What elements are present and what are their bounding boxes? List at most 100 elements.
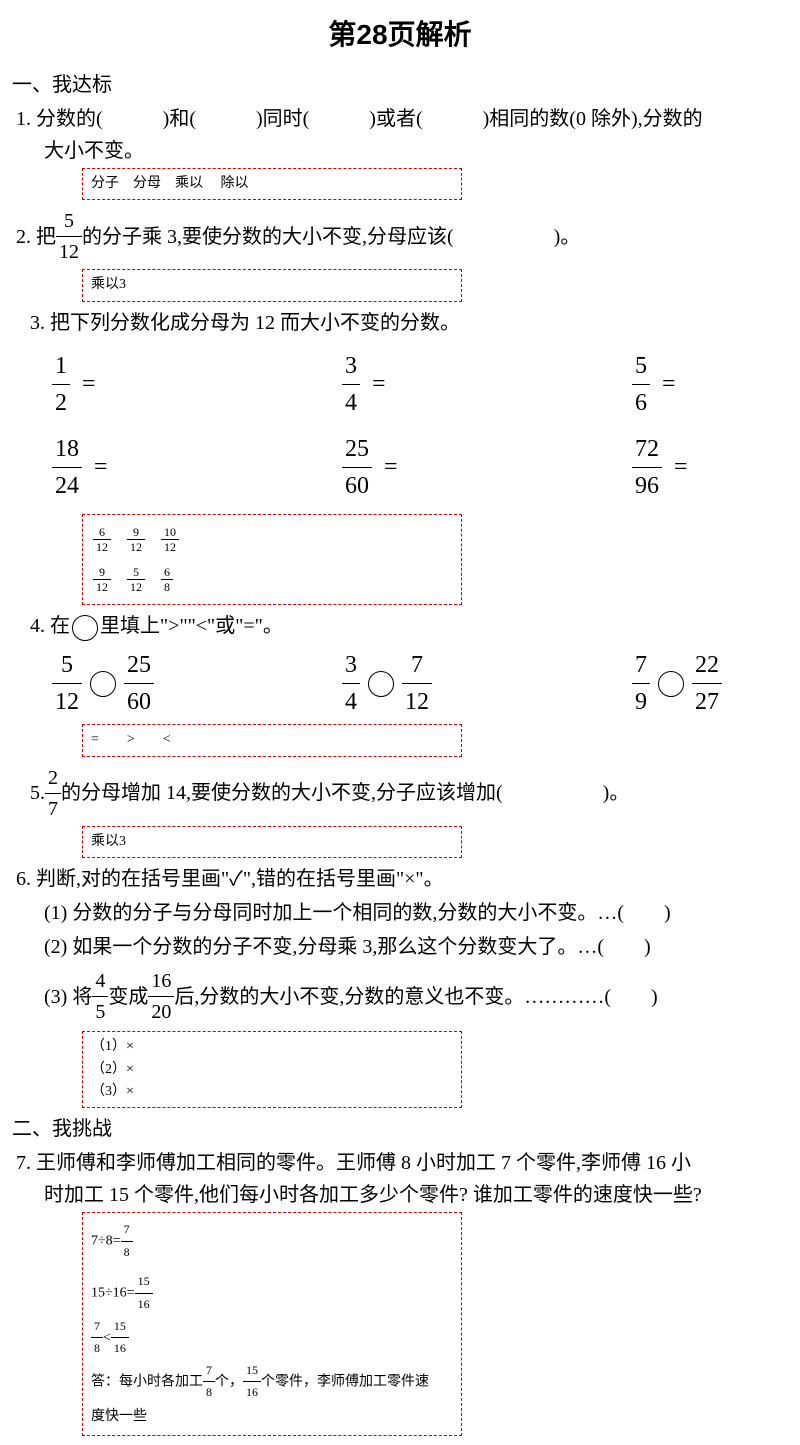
fraction: 1620	[148, 966, 174, 1027]
q6-sub-3: (3) 将 45 变成 1620 后,分数的大小不变,分数的意义也不变。……………	[44, 966, 788, 1027]
q6-sub-1: (1) 分数的分子与分母同时加上一个相同的数,分数的大小不变。…( )	[44, 898, 788, 928]
fraction: 1516	[111, 1316, 129, 1360]
equals-sign: =	[94, 454, 108, 480]
question-2: 2. 把 5 12 的分子乘 3,要使分数的大小不变,分母应该( )。	[16, 206, 788, 267]
fraction-num: 7	[402, 647, 432, 683]
fraction-den: 8	[203, 1381, 215, 1404]
q6-sub-2: (2) 如果一个分数的分子不变,分母乘 3,那么这个分数变大了。…( )	[44, 932, 788, 962]
circle-blank-icon	[368, 671, 394, 697]
answer-2: 乘以3	[82, 269, 462, 301]
fraction-den: 96	[632, 467, 662, 504]
fraction-num: 15	[111, 1316, 129, 1338]
fraction-num: 7	[632, 647, 650, 683]
ans7-text: 个零件，李师傅加工零件速	[261, 1374, 429, 1389]
fraction-num: 2	[45, 763, 61, 793]
fraction-num: 7	[91, 1316, 103, 1338]
fraction-num: 10	[161, 525, 179, 539]
worksheet-content: 一、我达标 1. 分数的( )和( )同时( )或者( )相同的数(0 除外),…	[0, 70, 800, 1436]
fraction-num: 5	[127, 565, 145, 579]
fraction-den: 8	[121, 1241, 133, 1264]
fraction-den: 16	[243, 1381, 261, 1404]
question-7-line2: 时加工 15 个零件,他们每小时各加工多少个零件? 谁加工零件的速度快一些?	[44, 1180, 788, 1210]
fraction-num: 16	[148, 966, 174, 996]
answer-3-grid: 612 912 1012 912 512 68	[91, 519, 195, 601]
q3-eq: 7296 =	[632, 431, 694, 504]
ans7-line: 78<1516	[91, 1316, 453, 1360]
fraction-num: 6	[93, 525, 111, 539]
fraction-num: 9	[93, 565, 111, 579]
fraction: 78	[203, 1360, 215, 1404]
fraction-den: 4	[342, 384, 360, 421]
fraction-den: 8	[91, 1337, 103, 1360]
q3-eq: 2560 =	[342, 431, 632, 504]
equals-sign: =	[372, 371, 386, 397]
q4-pair: 512 2560	[52, 647, 342, 720]
fraction: 34	[342, 348, 360, 421]
ans6-line: （3）×	[91, 1081, 453, 1103]
fraction: 1012	[161, 525, 179, 555]
fraction-den: 9	[632, 683, 650, 720]
fraction-num: 6	[161, 565, 173, 579]
fraction: 78	[121, 1219, 133, 1263]
fraction-num: 15	[135, 1271, 153, 1293]
q3-row-2: 1824 = 2560 = 7296 =	[52, 431, 788, 504]
answer-1: 分子 分母 乘以 除以	[82, 168, 462, 200]
fraction-den: 7	[45, 793, 61, 824]
question-1: 1. 分数的( )和( )同时( )或者( )相同的数(0 除外),分数的	[16, 104, 788, 134]
fraction: 1824	[52, 431, 82, 504]
answer-6: （1）× （2）× （3）×	[82, 1031, 462, 1108]
q3-eq: 34 =	[342, 348, 632, 421]
fraction-num: 7	[121, 1219, 133, 1241]
fraction: 12	[52, 348, 70, 421]
ans7-text: 15÷16=	[91, 1286, 135, 1301]
spacer	[91, 1263, 453, 1271]
page-title: 第28页解析	[0, 0, 800, 66]
fraction-den: 8	[161, 579, 173, 594]
q6-3-c: 后,分数的大小不变,分数的意义也不变。…………( )	[174, 982, 657, 1012]
ans7-line: 7÷8=78	[91, 1219, 453, 1263]
equals-sign: =	[674, 454, 688, 480]
section-1-heading: 一、我达标	[12, 70, 788, 100]
fraction: 512	[127, 565, 145, 595]
fraction-den: 60	[124, 683, 154, 720]
fraction-den: 5	[92, 996, 108, 1027]
fraction-den: 12	[161, 539, 179, 554]
q2-text-b: 的分子乘 3,要使分数的大小不变,分母应该( )。	[82, 222, 580, 252]
answer-5: 乘以3	[82, 826, 462, 858]
fraction-num: 9	[127, 525, 145, 539]
q4-pair: 79 2227	[632, 647, 722, 720]
question-5: 5. 2 7 的分母增加 14,要使分数的大小不变,分子应该增加( )。	[30, 763, 788, 824]
fraction-den: 16	[111, 1337, 129, 1360]
equals-sign: =	[82, 371, 96, 397]
answer-7: 7÷8=78 15÷16=1516 78<1516 答：每小时各加工78个，15…	[82, 1212, 462, 1436]
circle-blank-icon	[90, 671, 116, 697]
fraction-den: 2	[52, 384, 70, 421]
ans6-line: （1）×	[91, 1036, 453, 1058]
fraction: 45	[92, 966, 108, 1027]
fraction-den: 12	[402, 683, 432, 720]
q4-row: 512 2560 34 712 79 2227	[52, 647, 788, 720]
fraction: 512	[52, 647, 82, 720]
fraction: 912	[127, 525, 145, 555]
equals-sign: =	[662, 371, 676, 397]
fraction-num: 5	[52, 647, 82, 683]
fraction-den: 16	[135, 1293, 153, 1316]
q1-continuation: 大小不变。	[44, 136, 788, 166]
fraction-num: 5	[632, 348, 650, 384]
fraction-num: 4	[92, 966, 108, 996]
fraction: 34	[342, 647, 360, 720]
q4-pair: 34 712	[342, 647, 632, 720]
fraction: 2227	[692, 647, 722, 720]
fraction-num: 5	[56, 206, 82, 236]
q2-text-a: 2. 把	[16, 222, 56, 252]
fraction-den: 12	[52, 683, 82, 720]
fraction: 79	[632, 647, 650, 720]
q6-3-b: 变成	[108, 982, 148, 1012]
equals-sign: =	[384, 454, 398, 480]
ans7-text: <	[103, 1330, 111, 1345]
q5-fraction: 2 7	[45, 763, 61, 824]
ans7-line: 15÷16=1516	[91, 1271, 453, 1315]
q3-eq: 12 =	[52, 348, 342, 421]
fraction-den: 6	[632, 384, 650, 421]
section-2-heading: 二、我挑战	[12, 1114, 788, 1144]
